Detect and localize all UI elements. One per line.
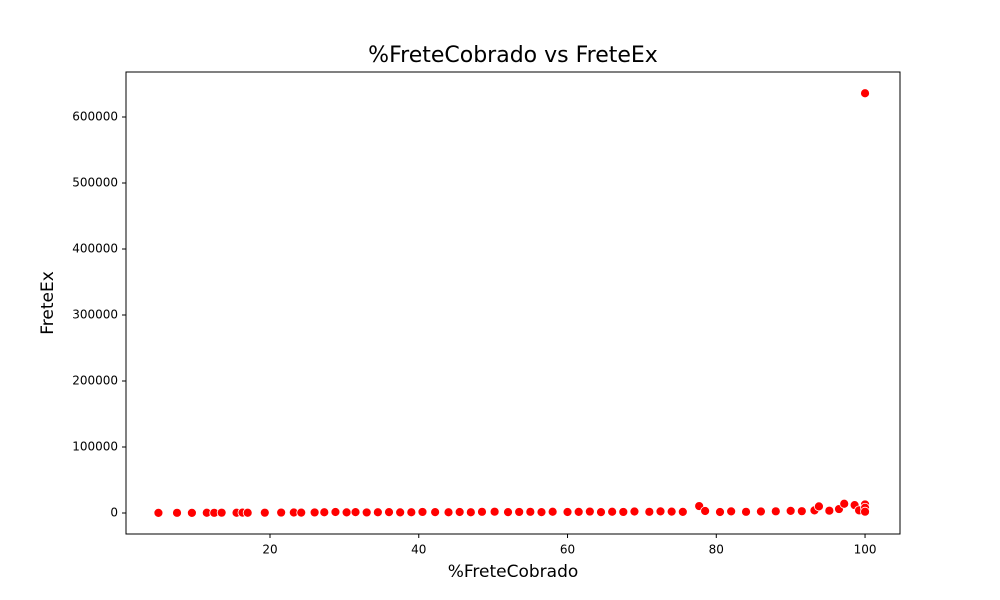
point — [384, 507, 394, 517]
point — [153, 507, 164, 518]
point — [242, 507, 253, 518]
x-tick-label: 100 — [854, 543, 877, 557]
y-tick-label: 500000 — [72, 176, 118, 190]
point — [562, 507, 573, 517]
point — [430, 507, 441, 518]
point — [644, 506, 655, 517]
point — [860, 506, 870, 517]
point — [417, 507, 428, 517]
point — [465, 507, 476, 518]
point — [824, 505, 835, 516]
x-tick-label: 40 — [411, 543, 426, 557]
y-tick-label: 600000 — [72, 110, 118, 124]
point — [666, 506, 677, 517]
point — [741, 506, 751, 517]
point — [477, 506, 487, 517]
point — [309, 507, 320, 518]
point — [525, 506, 536, 517]
point — [296, 507, 307, 518]
point — [350, 507, 361, 518]
x-tick-label: 60 — [560, 543, 575, 557]
y-tick-label: 300000 — [72, 308, 118, 322]
y-tick-label: 400000 — [72, 242, 118, 256]
point — [454, 507, 465, 517]
point — [259, 507, 270, 518]
y-tick-label: 100000 — [72, 440, 118, 454]
point — [573, 506, 584, 517]
point — [629, 506, 640, 517]
point — [726, 506, 737, 517]
point — [756, 506, 766, 517]
point — [503, 507, 513, 517]
point — [406, 507, 417, 518]
point — [700, 506, 711, 516]
x-axis-label: %FreteCobrado — [448, 562, 579, 582]
point — [715, 507, 725, 517]
point — [655, 506, 666, 517]
point — [361, 507, 372, 518]
point — [596, 507, 606, 517]
point — [443, 507, 454, 518]
point — [395, 507, 406, 518]
point — [860, 88, 870, 99]
point — [618, 507, 629, 517]
point — [547, 506, 558, 517]
point — [216, 507, 227, 518]
point — [785, 505, 796, 516]
point — [677, 506, 688, 517]
point — [372, 507, 383, 518]
point — [319, 507, 330, 518]
chart-title: %FreteCobrado vs FreteEx — [368, 43, 658, 68]
x-tick-label: 80 — [709, 543, 724, 557]
point — [187, 507, 197, 518]
point — [341, 507, 352, 518]
point — [607, 506, 618, 517]
y-tick-label: 200000 — [72, 374, 118, 388]
point — [276, 507, 287, 518]
point — [172, 507, 182, 518]
point — [839, 498, 850, 509]
point — [796, 506, 807, 517]
point — [814, 501, 824, 512]
point — [536, 507, 547, 518]
point — [514, 507, 525, 517]
point — [489, 506, 500, 517]
point — [584, 506, 595, 517]
y-axis-label: FreteEx — [38, 271, 58, 335]
x-tick-label: 20 — [262, 543, 277, 557]
point — [330, 507, 341, 517]
point — [770, 506, 781, 517]
plot-frame — [125, 71, 901, 535]
y-tick-label: 0 — [110, 506, 118, 520]
